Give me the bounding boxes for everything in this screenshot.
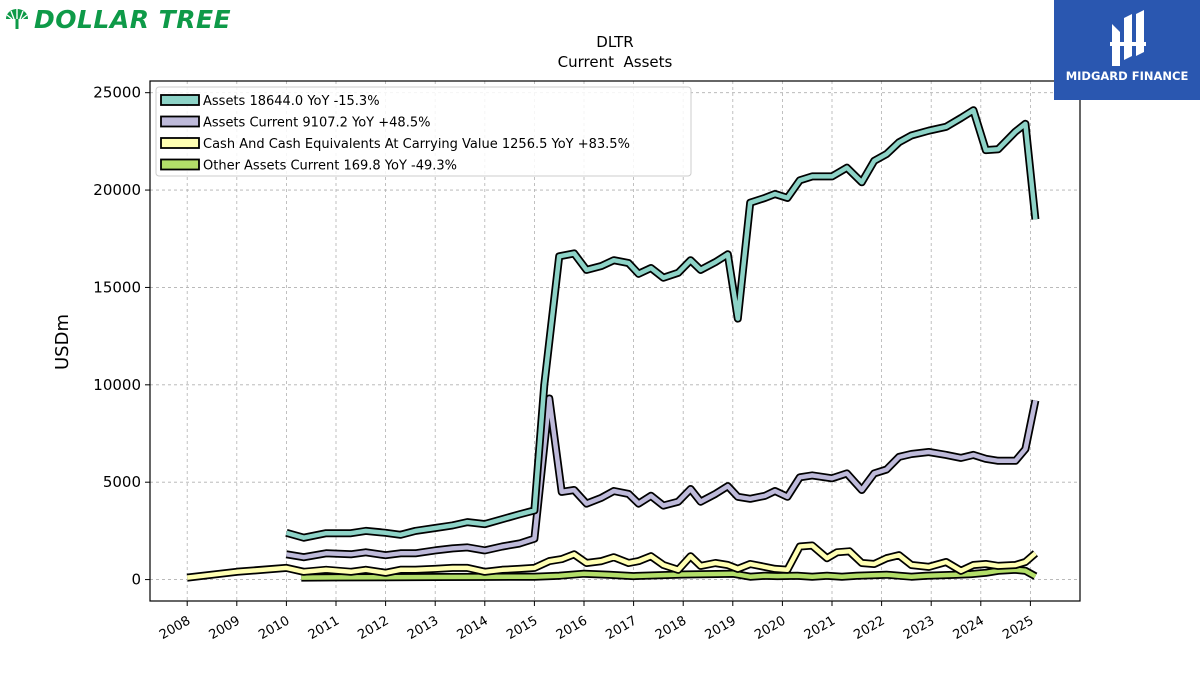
legend-swatch <box>160 115 200 128</box>
midgard-finance-logo-text: MIDGARD FINANCE <box>1065 69 1189 83</box>
legend-label: Assets Current 9107.2 YoY +48.5% <box>203 116 430 131</box>
dollar-tree-logo-text: DOLLAR TREE <box>34 4 232 34</box>
series-line-cash-and-cash-equivalents-at-carrying-value <box>186 543 1037 580</box>
dollar-tree-logo: DOLLAR TREE <box>4 4 231 34</box>
x-tick-label: 2009 <box>207 613 243 643</box>
series-line-assets-current <box>286 396 1038 560</box>
legend-swatch <box>160 137 200 149</box>
x-tick-label: 2023 <box>901 613 937 643</box>
chart-subtitle: Current Assets <box>558 53 673 71</box>
plot-frame <box>149 80 1081 602</box>
legend-box <box>155 86 692 177</box>
y-axis-label: USDm <box>52 314 73 370</box>
x-tick-label: 2024 <box>951 613 987 643</box>
y-tick-label: 25000 <box>93 84 141 102</box>
legend-swatch <box>160 158 200 171</box>
y-tick-label: 15000 <box>93 278 141 296</box>
x-tick-label: 2012 <box>355 613 391 643</box>
x-tick-label: 2018 <box>653 613 689 643</box>
x-tick-label: 2015 <box>504 613 540 643</box>
x-tick-label: 2010 <box>256 613 292 643</box>
y-tick-label: 0 <box>131 571 141 589</box>
series-lines <box>186 106 1040 582</box>
x-tick-label: 2008 <box>157 613 193 643</box>
y-tick-label: 10000 <box>93 376 141 394</box>
chart-title: DLTR <box>596 33 633 51</box>
legend: Assets 18644.0 YoY -15.3% Assets Current … <box>155 86 692 177</box>
x-tick-label: 2025 <box>1000 613 1036 643</box>
y-tick-label: 5000 <box>103 473 141 491</box>
x-tick-label: 2020 <box>752 613 788 643</box>
midgard-finance-logo: MIDGARD FINANCE <box>1054 0 1200 100</box>
y-tick-label: 20000 <box>93 181 141 199</box>
x-tick-label: 2011 <box>306 613 342 643</box>
legend-label: Assets 18644.0 YoY -15.3% <box>203 94 380 109</box>
tree-icon <box>6 9 28 29</box>
legend-label: Other Assets Current 169.8 YoY -49.3% <box>203 159 457 174</box>
x-tick-label: 2014 <box>455 613 491 643</box>
legend-label: Cash And Cash Equivalents At Carrying Va… <box>203 137 630 152</box>
legend-swatch <box>160 94 200 106</box>
x-tick-label: 2022 <box>851 613 887 643</box>
x-tick-label: 2016 <box>554 613 590 643</box>
midgard-logo-icon <box>1110 10 1146 66</box>
x-tick-label: 2021 <box>802 613 838 643</box>
x-tick-label: 2019 <box>703 613 739 643</box>
x-tick-label: 2013 <box>405 613 441 643</box>
x-tick-label: 2017 <box>603 613 639 643</box>
series-line-assets <box>285 107 1038 540</box>
